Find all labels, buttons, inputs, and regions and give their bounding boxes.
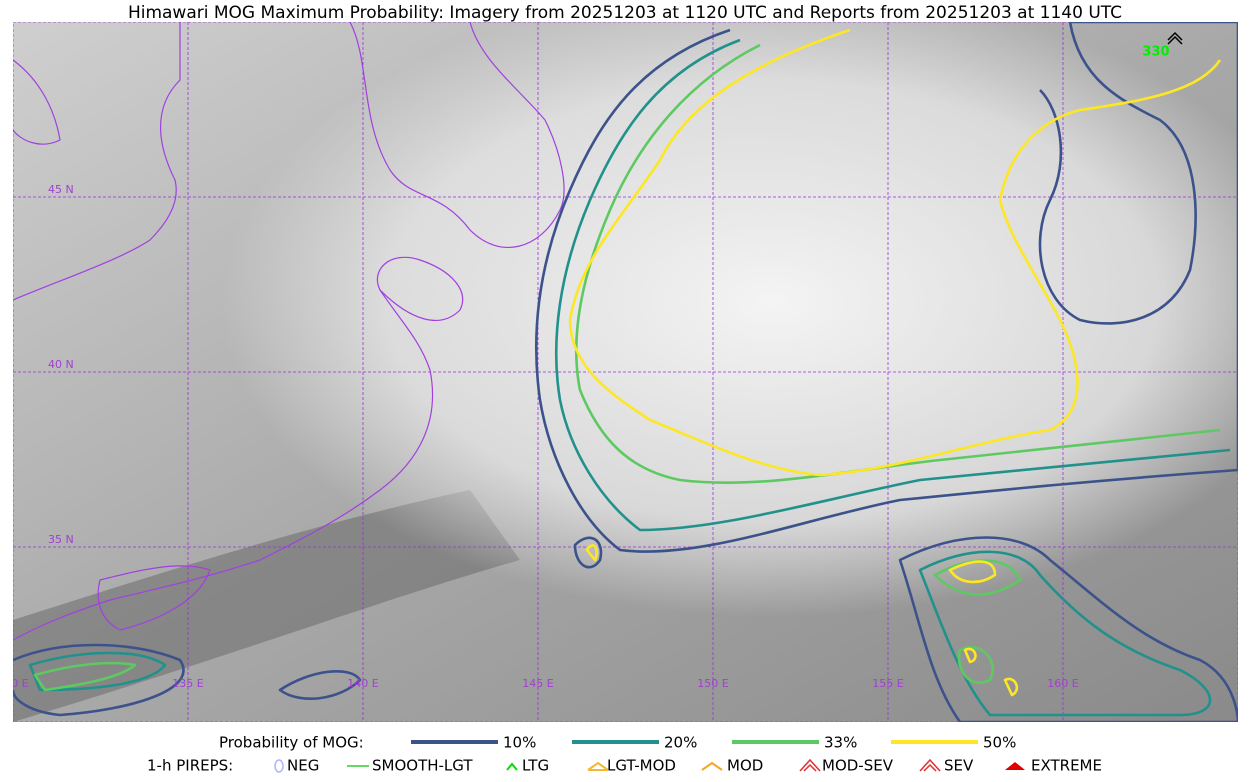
pirep-label: SEV <box>944 757 974 775</box>
pirep-label: LTG <box>522 757 549 775</box>
legend: Probability of MOG: 10% 20% 33% 50% <box>219 734 1016 752</box>
lat-labels: 45 N 40 N 35 N <box>48 183 74 546</box>
lon-label: 145 E <box>522 677 553 690</box>
contour-10 <box>534 22 1238 553</box>
legend-title: Probability of MOG: <box>219 734 364 752</box>
legend-label: 10% <box>503 734 536 752</box>
pirep-label: NEG <box>287 757 319 775</box>
pirep-icon <box>919 758 941 772</box>
pirep-label: MOD-SEV <box>822 757 894 775</box>
lon-label: 140 E <box>347 677 378 690</box>
pirep-label: EXTREME <box>1031 757 1102 775</box>
report-icon <box>1167 31 1183 45</box>
contour-50 <box>948 560 1019 697</box>
pirep-icon <box>701 761 723 771</box>
contour-10 <box>898 536 1238 722</box>
pirep-label: SMOOTH-LGT <box>372 757 473 775</box>
pirep-label: MOD <box>727 757 763 775</box>
lon-label: 130 E <box>0 677 29 690</box>
contour-10 <box>13 643 185 717</box>
contour-20 <box>554 38 1231 532</box>
contour-33 <box>575 43 1221 485</box>
pirep-icon <box>799 758 821 772</box>
map: 330 45 N 40 N 35 N 130 E 135 E 140 E 145… <box>0 22 1238 722</box>
pirep-legend-title: 1-h PIREPS: <box>147 757 233 775</box>
pirep-legend: 1-h PIREPS: NEG SMOOTH-LGT LTG LGT-MOD MOD MO… <box>147 757 1102 775</box>
lon-label: 160 E <box>1047 677 1078 690</box>
pirep-icon <box>587 761 609 771</box>
legend-label: 33% <box>824 734 857 752</box>
contour-50 <box>585 544 598 562</box>
contour-10 <box>278 536 603 701</box>
legend-label: 50% <box>983 734 1016 752</box>
pirep-icon <box>1005 762 1025 770</box>
lon-label: 155 E <box>872 677 903 690</box>
pirep-report: 330 <box>1142 31 1183 60</box>
contour-33 <box>33 661 137 692</box>
lon-label: 135 E <box>172 677 203 690</box>
contours <box>13 22 1238 722</box>
legend-label: 20% <box>664 734 697 752</box>
contour-20 <box>28 651 167 692</box>
pirep-icon <box>274 759 284 773</box>
pirep-label: LGT-MOD <box>607 757 676 775</box>
report-label: 330 <box>1142 45 1169 60</box>
lat-label: 45 N <box>48 183 74 196</box>
lon-label: 150 E <box>697 677 728 690</box>
lat-label: 40 N <box>48 358 74 371</box>
contour-50 <box>568 28 1222 477</box>
lon-labels: 130 E 135 E 140 E 145 E 150 E 155 E 160 … <box>0 677 1079 690</box>
pirep-icon <box>506 762 518 771</box>
lat-label: 35 N <box>48 533 74 546</box>
coastlines <box>13 22 565 641</box>
title: Himawari MOG Maximum Probability: Imager… <box>128 3 1122 23</box>
